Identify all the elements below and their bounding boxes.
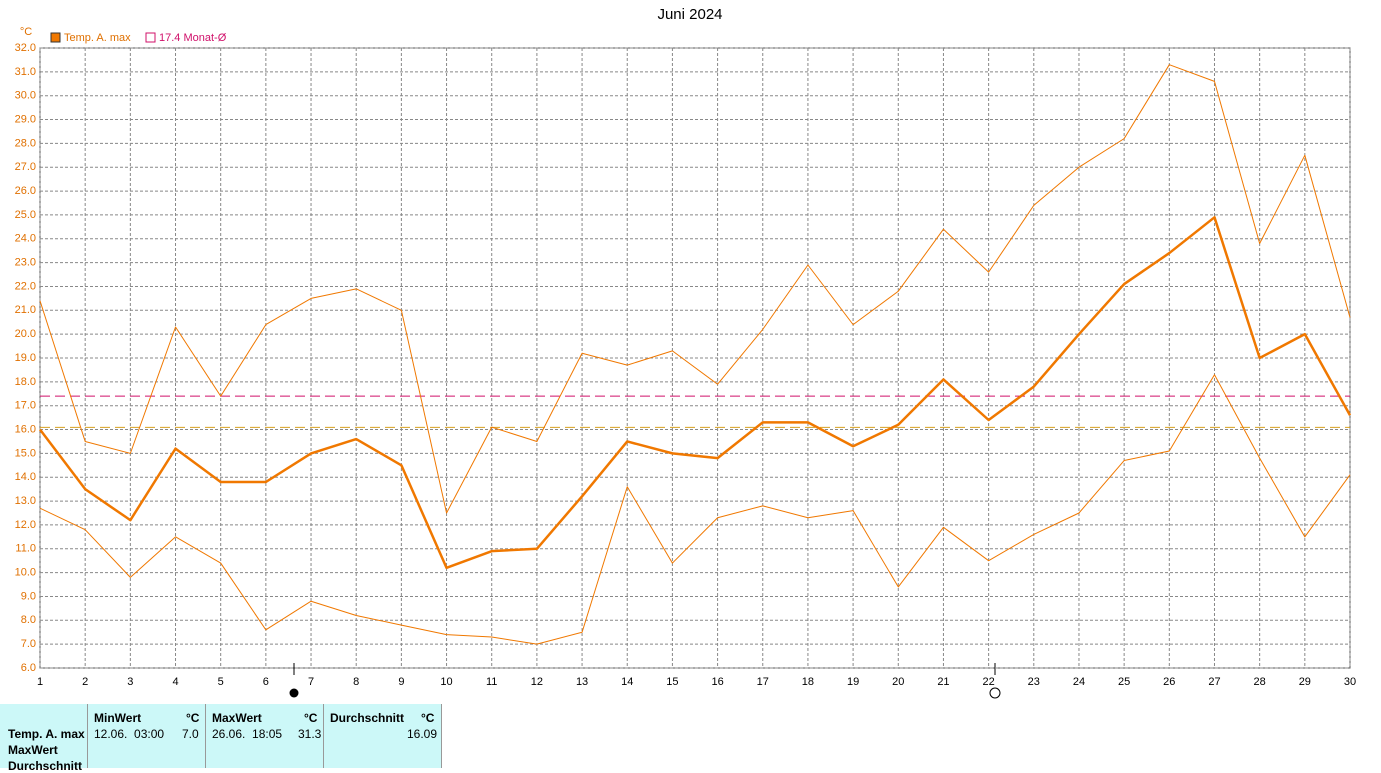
x-tick-label: 3 [127, 676, 133, 688]
x-tick-label: 24 [1073, 676, 1085, 688]
x-tick-label: 23 [1028, 676, 1040, 688]
y-tick-label: 8.0 [21, 614, 36, 626]
row-label: Temp. A. max [8, 727, 85, 741]
table-cell: 12.06. 03:00 [94, 727, 165, 741]
y-tick-label: 28.0 [15, 137, 36, 149]
table-header: °C [421, 711, 435, 725]
row-label: Durchschnitt [8, 759, 83, 773]
series-line [39, 64, 1351, 514]
x-tick-label: 30 [1344, 676, 1356, 688]
x-tick-label: 9 [398, 676, 404, 688]
table-header: MaxWert [212, 711, 262, 725]
y-tick-label: 30.0 [15, 90, 36, 102]
table-header: MinWert [94, 711, 142, 725]
x-tick-label: 20 [892, 676, 904, 688]
x-tick-label: 15 [666, 676, 678, 688]
x-tick-label: 18 [802, 676, 814, 688]
y-tick-label: 14.0 [15, 471, 36, 483]
table-cell: 26.06. 18:05 [212, 727, 283, 741]
x-tick-label: 10 [440, 676, 452, 688]
series-line [39, 374, 1351, 645]
series-line [39, 216, 1352, 570]
y-tick-label: 29.0 [15, 113, 36, 125]
chart: Juni 2024 °C Temp. A. max 17.4 Monat-Ø 6… [15, 6, 1356, 699]
y-tick-label: 21.0 [15, 304, 36, 316]
x-tick-label: 26 [1163, 676, 1175, 688]
x-tick-label: 1 [37, 676, 43, 688]
table-cell: 31.3 [298, 727, 322, 741]
full-moon-icon [989, 687, 1001, 699]
x-tick-label: 28 [1254, 676, 1266, 688]
x-tick-label: 29 [1299, 676, 1311, 688]
table-cell: 16.09 [407, 727, 438, 741]
x-tick-label: 7 [308, 676, 314, 688]
table-cell: 7.0 [182, 727, 199, 741]
x-tick-label: 16 [711, 676, 723, 688]
legend-label: Temp. A. max [64, 32, 131, 44]
row-label: MaxWert [8, 743, 58, 757]
x-tick-label: 25 [1118, 676, 1130, 688]
y-tick-label: 13.0 [15, 495, 36, 507]
y-tick-label: 27.0 [15, 161, 36, 173]
y-axis-label: °C [20, 26, 32, 38]
summary-table: MinWert °C MaxWert °C Durchschnitt °C Te… [0, 704, 442, 773]
x-tick-label: 2 [82, 676, 88, 688]
y-tick-label: 31.0 [15, 66, 36, 78]
y-tick-label: 17.0 [15, 400, 36, 412]
x-tick-label: 11 [486, 676, 497, 688]
x-tick-label: 8 [353, 676, 359, 688]
y-tick-label: 15.0 [15, 447, 36, 459]
x-tick-label: 27 [1208, 676, 1220, 688]
y-tick-label: 26.0 [15, 185, 36, 197]
y-tick-label: 16.0 [15, 423, 36, 435]
x-tick-label: 22 [982, 676, 994, 688]
table-header: °C [304, 711, 318, 725]
y-tick-label: 20.0 [15, 328, 36, 340]
y-tick-label: 6.0 [21, 662, 36, 674]
y-tick-label: 12.0 [15, 519, 36, 531]
y-tick-label: 24.0 [15, 233, 36, 245]
new-moon-icon [289, 688, 299, 698]
table-header: °C [186, 711, 200, 725]
table-header: Durchschnitt [330, 711, 405, 725]
y-tick-label: 9.0 [21, 590, 36, 602]
x-tick-label: 5 [218, 676, 224, 688]
x-tick-label: 4 [172, 676, 178, 688]
x-tick-label: 12 [531, 676, 543, 688]
x-tick-label: 14 [621, 676, 633, 688]
y-tick-label: 22.0 [15, 280, 36, 292]
y-tick-label: 19.0 [15, 352, 36, 364]
chart-title: Juni 2024 [657, 6, 722, 23]
x-tick-label: 19 [847, 676, 859, 688]
y-tick-label: 7.0 [21, 638, 36, 650]
legend-swatch [145, 32, 156, 43]
y-tick-label: 10.0 [15, 567, 36, 579]
y-tick-label: 25.0 [15, 209, 36, 221]
y-tick-label: 23.0 [15, 257, 36, 269]
x-tick-label: 21 [937, 676, 949, 688]
x-tick-label: 13 [576, 676, 588, 688]
legend-swatch [50, 32, 61, 43]
x-tick-label: 6 [263, 676, 269, 688]
y-tick-label: 32.0 [15, 42, 36, 54]
y-tick-label: 18.0 [15, 376, 36, 388]
legend-label: 17.4 Monat-Ø [159, 32, 227, 44]
x-tick-label: 17 [757, 676, 769, 688]
y-tick-label: 11.0 [15, 543, 36, 555]
